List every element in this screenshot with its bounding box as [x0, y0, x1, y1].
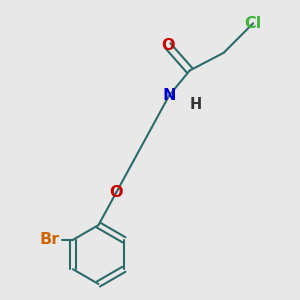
Text: O: O — [161, 38, 174, 53]
Text: Br: Br — [39, 232, 59, 247]
Text: Cl: Cl — [244, 16, 262, 31]
Text: H: H — [190, 97, 202, 112]
Text: O: O — [110, 185, 123, 200]
Text: N: N — [162, 88, 176, 103]
